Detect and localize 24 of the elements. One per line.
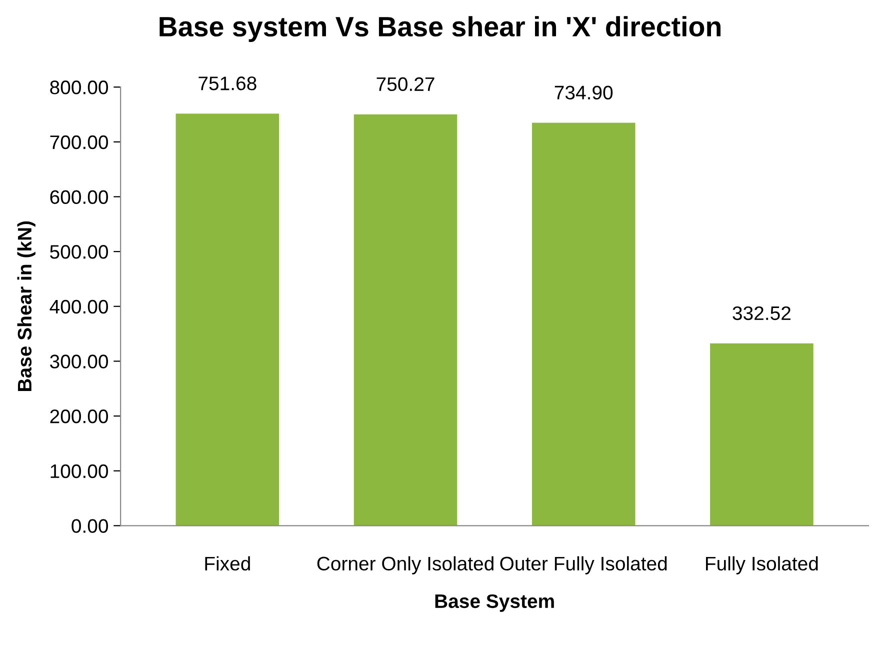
- y-tick-label: 800.00: [50, 80, 108, 94]
- x-tick-label: Corner Only Isolated: [317, 556, 494, 574]
- y-tick-label: 400.00: [50, 300, 108, 314]
- y-tick-label: 300.00: [50, 354, 108, 368]
- x-tick-label: Fixed: [205, 556, 250, 571]
- y-tick-label: 600.00: [50, 190, 108, 204]
- y-tick-label: 200.00: [50, 409, 108, 424]
- chart-title: Base system Vs Base shear in 'X' direction: [160, 16, 720, 42]
- data-label: 751.68: [198, 76, 256, 90]
- data-label: 332.52: [732, 306, 790, 320]
- bar: [710, 343, 814, 526]
- bar: [354, 114, 458, 526]
- y-tick-label: 500.00: [50, 245, 108, 259]
- x-tick-label: Outer Fully Isolated: [500, 556, 667, 574]
- bar: [532, 122, 636, 526]
- y-tick-label: 100.00: [50, 464, 108, 478]
- data-label: 734.90: [554, 86, 613, 100]
- bar: [176, 114, 280, 526]
- y-tick-label: 0.00: [72, 519, 108, 533]
- x-axis-title: Base System: [435, 594, 554, 612]
- y-tick-label: 700.00: [50, 135, 108, 150]
- data-label: 750.27: [376, 77, 434, 92]
- y-axis-title: Base Shear in (kN): [17, 221, 36, 391]
- x-tick-label: Fully Isolated: [706, 556, 818, 574]
